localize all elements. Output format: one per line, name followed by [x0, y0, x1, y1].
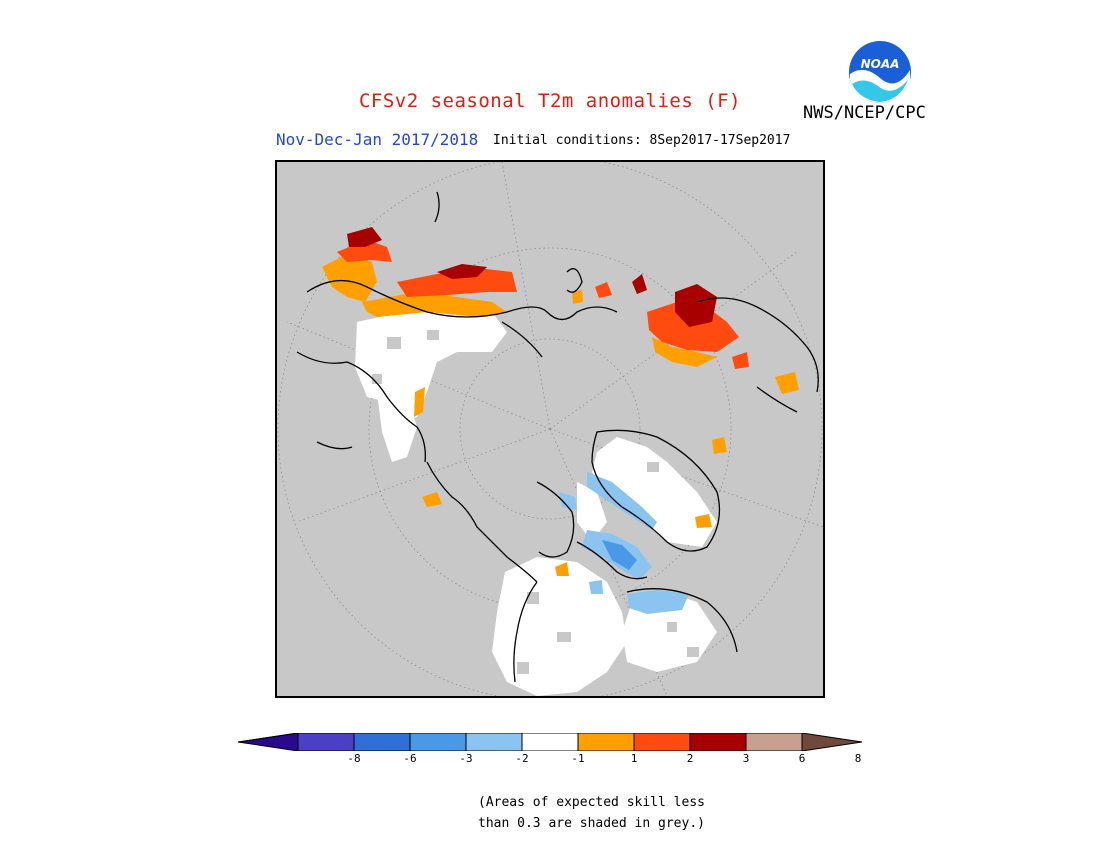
- colorbar-tick-label: -1: [571, 752, 585, 765]
- orange-regions: [322, 254, 799, 576]
- colorbar-tick-label: 2: [686, 752, 694, 765]
- colorbar-tick-label: 3: [742, 752, 750, 765]
- org-label: NWS/NCEP/CPC: [803, 103, 926, 123]
- svg-text:NOAA: NOAA: [861, 57, 900, 71]
- colorbar-tick-label: 1: [630, 752, 638, 765]
- colorbar-bin: [577, 733, 635, 751]
- grey-speckle: [372, 330, 699, 674]
- colorbar-tick-label: -2: [515, 752, 529, 765]
- colorbar-bin: [689, 733, 747, 751]
- colorbar: [238, 733, 862, 751]
- red-orange-regions: [337, 240, 749, 369]
- noaa-logo: NOAA: [849, 41, 911, 103]
- colorbar-bin: [297, 733, 355, 751]
- map-frame: [275, 160, 825, 698]
- colorbar-tick-label: -8: [347, 752, 361, 765]
- colorbar-bin: [353, 733, 411, 751]
- note-line-1: (Areas of expected skill less: [478, 795, 705, 810]
- colorbar-tick-label: -3: [459, 752, 473, 765]
- colorbar-tick-label: 8: [854, 752, 862, 765]
- coastlines: [296, 191, 819, 683]
- note-line-2: than 0.3 are shaded in grey.): [478, 816, 705, 831]
- colorbar-tick-label: -6: [403, 752, 417, 765]
- colorbar-tick-label: 6: [798, 752, 806, 765]
- blue-darker-regions: [602, 540, 637, 570]
- colorbar-bin: [521, 733, 579, 751]
- polar-map: [277, 162, 823, 696]
- dark-red-regions: [347, 227, 717, 327]
- initial-conditions-label: Initial conditions: 8Sep2017-17Sep2017: [493, 133, 791, 148]
- colorbar-bin: [465, 733, 523, 751]
- colorbar-bin: [409, 733, 467, 751]
- colorbar-arrow-high: [801, 733, 862, 751]
- skill-note: (Areas of expected skill less than 0.3 a…: [478, 792, 705, 834]
- colorbar-bin: [633, 733, 691, 751]
- map-title: CFSv2 seasonal T2m anomalies (F): [358, 90, 742, 112]
- period-label: Nov-Dec-Jan 2017/2018: [276, 130, 479, 149]
- colorbar-arrow-low: [238, 733, 299, 751]
- colorbar-bin: [745, 733, 803, 751]
